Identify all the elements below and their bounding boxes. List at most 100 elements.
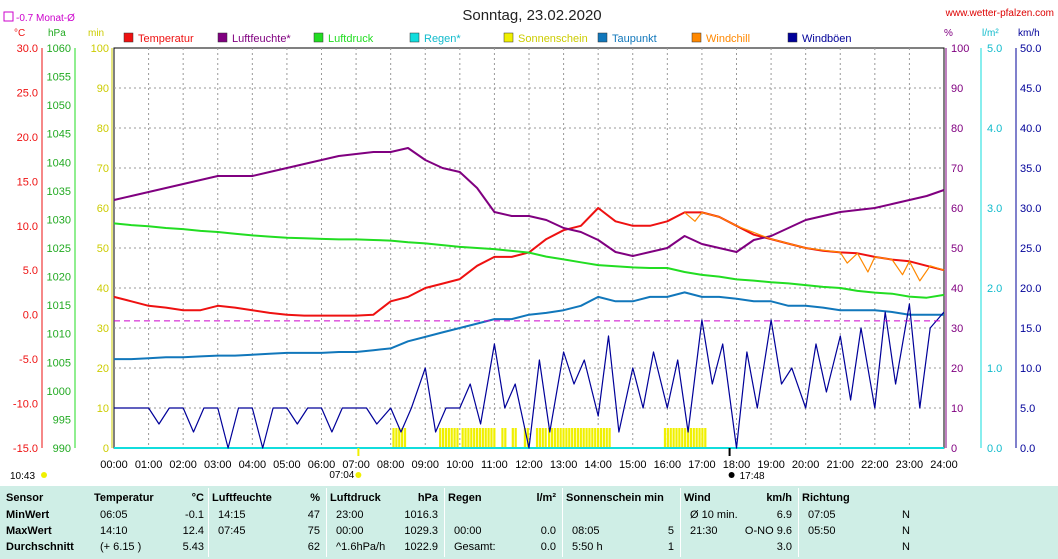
tick-humidity: 40: [951, 283, 963, 295]
tick-x: 17:00: [688, 459, 716, 471]
sunshine-bar: [450, 428, 453, 448]
tick-humidity: 10: [951, 403, 963, 415]
sunrise-icon: [355, 472, 362, 478]
summary-unit-3: hPa: [417, 492, 438, 504]
summary-header-3: Luftdruck: [330, 492, 381, 504]
sunshine-bar: [395, 428, 398, 448]
tick-x: 20:00: [792, 459, 820, 471]
tick-pressure: 1010: [47, 329, 71, 341]
tick-x: 23:00: [896, 459, 924, 471]
tick-temp: -15.0: [13, 443, 38, 455]
summary-cell-time: 06:05: [100, 509, 128, 521]
sunshine-bar: [579, 428, 582, 448]
tick-wind: 30.0: [1020, 203, 1041, 215]
sunshine-bar: [689, 428, 693, 448]
summary-cell-value: 1029.3: [404, 525, 438, 537]
summary-cell-time: (+ 6.15 ): [100, 541, 142, 553]
tick-x: 11:00: [481, 459, 508, 471]
tick-rain: 4.0: [987, 123, 1002, 135]
sunset-label: 17:48: [740, 471, 765, 482]
sunshine-bar: [511, 428, 514, 448]
summary-cell-value: 0.0: [540, 525, 556, 537]
sunshine-bar: [585, 428, 588, 448]
summary-unit-2: %: [310, 492, 320, 504]
tick-temp: -10.0: [13, 399, 38, 411]
tick-humidity: 20: [951, 363, 963, 375]
summary-cell-value: 5: [667, 525, 674, 537]
series-windben: [114, 303, 945, 449]
summary-cell-time: 05:50: [808, 525, 836, 537]
tick-sunshine: 20: [97, 363, 109, 375]
sunshine-bar: [704, 428, 707, 448]
sunset-icon: [728, 472, 735, 478]
tick-rain: 2.0: [987, 283, 1002, 295]
sunshine-bar: [681, 428, 684, 448]
sunshine-bar: [473, 428, 476, 448]
summary-cell-time: 00:00: [336, 525, 364, 537]
tick-pressure: 1030: [47, 214, 71, 226]
sunshine-bar: [392, 428, 395, 448]
summary-separator: [326, 488, 327, 557]
tick-x: 05:00: [273, 459, 301, 471]
summary-cell-value: 0.0: [540, 541, 556, 553]
sunshine-bar: [576, 428, 580, 448]
sunshine-bar: [538, 428, 541, 448]
sunshine-bar: [447, 428, 450, 448]
axes: 30.0 25.0 20.0 15.0 10.0 5.0 0.0 -5.0 -10.0 -15.0…: [13, 43, 1042, 455]
sunrise-label: 07:04: [329, 470, 354, 481]
sunshine-bar: [493, 428, 496, 448]
summary-cell-value: 75: [307, 525, 320, 537]
avg-temp-label: -0.7 Monat-Ø: [16, 13, 75, 24]
summary-unit-1: °C: [191, 492, 204, 504]
sunshine-bar: [692, 428, 695, 448]
site-link[interactable]: www.wetter-pfalzen.com: [945, 8, 1054, 19]
sunshine-bar: [403, 428, 407, 448]
tick-temp: 10.0: [17, 221, 38, 233]
tick-x: 24:00: [930, 459, 958, 471]
sunshine-bar: [594, 428, 597, 448]
tick-wind: 10.0: [1020, 363, 1041, 375]
unit-humidity: %: [944, 28, 953, 39]
summary-cell-value: N: [902, 525, 910, 537]
sunshine-bar: [596, 428, 600, 448]
sunshine-bar: [568, 428, 571, 448]
sunshine-bar: [453, 428, 456, 448]
legend-label-3: Regen*: [424, 33, 461, 45]
summary-cell-time: 23:00: [336, 509, 364, 521]
legend-label-1: Luftfeuchte*: [232, 33, 291, 45]
sunshine-bar: [478, 428, 482, 448]
sunshine-bar: [464, 428, 467, 448]
summary-table: Sensor Temperatur °C Luftfeuchte% Luftdruck h…: [0, 486, 1058, 559]
series-taupunkt: [114, 291, 944, 361]
tick-temp: 15.0: [17, 176, 38, 188]
tick-x: 15:00: [619, 459, 647, 471]
summary-cell-time: ^1.6hPa/h: [336, 541, 386, 553]
sunshine-bar: [504, 428, 507, 448]
series-lines: [113, 147, 945, 449]
tick-humidity: 30: [951, 323, 963, 335]
tick-humidity: 100: [951, 43, 969, 55]
tick-x: 06:00: [308, 459, 336, 471]
sunshine-bar: [599, 428, 603, 448]
tick-x: 09:00: [411, 459, 439, 471]
tick-x: 14:00: [584, 459, 612, 471]
summary-row-label: MinWert: [6, 509, 50, 521]
sunshine-bars: [392, 428, 707, 448]
summary-header-7: Richtung: [802, 492, 850, 504]
x-axis-labels: 00:00 01:00 02:00 03:00 04:00 05:00 06:00 07:00…: [100, 459, 958, 471]
legend-label-7: Windböen: [802, 33, 852, 45]
unit-sunshine: min: [88, 28, 104, 39]
tick-pressure: 1015: [47, 300, 71, 312]
tick-rain: 5.0: [987, 43, 1002, 55]
tick-x: 10:00: [446, 459, 474, 471]
summary-separator: [444, 488, 445, 557]
summary-cell-value: 12.4: [182, 525, 204, 537]
tick-temp: 20.0: [17, 132, 38, 144]
tick-temp: 30.0: [17, 43, 38, 55]
tick-rain: 1.0: [987, 363, 1002, 375]
summary-unit-6: km/h: [766, 492, 792, 504]
tick-pressure: 995: [53, 414, 71, 426]
sunshine-bar: [602, 428, 605, 448]
summary-cell-value: O-NO 9.6: [744, 525, 792, 537]
tick-wind: 45.0: [1020, 83, 1041, 95]
